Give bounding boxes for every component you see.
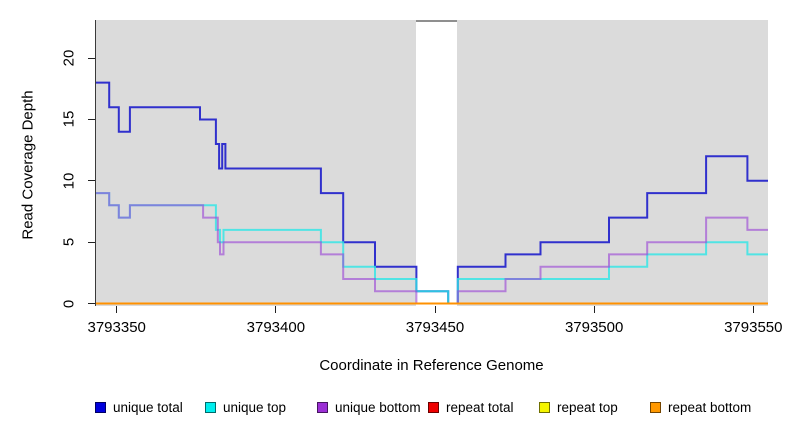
y-tick-label: 10 [60, 172, 78, 190]
legend-label: repeat bottom [668, 400, 752, 415]
legend-swatch-repeat-total [428, 402, 439, 413]
legend-label: repeat top [557, 400, 618, 415]
x-tick-label: 3793500 [564, 319, 624, 336]
coverage-gap-band [415, 20, 458, 306]
legend-item-repeat-top: repeat top [539, 399, 618, 416]
x-tick-mark [275, 306, 277, 313]
x-tick-mark [116, 306, 118, 313]
legend-item-repeat-bottom: repeat bottom [650, 399, 751, 416]
legend-swatch-unique-total [95, 402, 106, 413]
y-tick-mark [88, 57, 95, 59]
y-tick-label: 0 [60, 299, 78, 308]
legend-item-unique-top: unique top [205, 399, 286, 416]
y-tick-mark [88, 180, 95, 182]
legend-swatch-unique-top [205, 402, 216, 413]
legend-label: repeat total [446, 400, 514, 415]
legend-label: unique bottom [335, 400, 421, 415]
y-axis-line [95, 20, 96, 306]
series-line-unique-top [95, 192, 768, 305]
legend-label: unique total [113, 400, 183, 415]
series-line-unique-bottom [95, 192, 768, 305]
x-tick-mark [752, 306, 754, 313]
legend-swatch-repeat-bottom [650, 402, 661, 413]
y-tick-label: 5 [60, 237, 78, 247]
x-tick-mark [434, 306, 436, 313]
y-tick-mark [88, 118, 95, 120]
x-axis-title: Coordinate in Reference Genome [319, 357, 544, 374]
legend-item-unique-total: unique total [95, 399, 183, 416]
y-tick-mark [88, 303, 95, 304]
legend-label: unique top [223, 400, 287, 415]
legend-swatch-unique-bottom [317, 402, 328, 413]
series-line-unique-total [95, 81, 768, 305]
y-tick-label: 15 [60, 111, 78, 128]
x-tick-label: 3793350 [87, 319, 146, 336]
x-tick-label: 3793450 [405, 319, 465, 336]
y-axis-title: Read Coverage Depth [19, 90, 37, 240]
legend-item-repeat-total: repeat total [428, 399, 514, 416]
x-tick-label: 3793550 [724, 319, 783, 336]
x-tick-label: 3793400 [246, 319, 306, 336]
y-tick-label: 20 [60, 49, 78, 67]
y-tick-mark [88, 241, 95, 243]
legend-swatch-repeat-top [539, 402, 550, 413]
x-tick-mark [593, 306, 595, 313]
legend-item-unique-bottom: unique bottom [317, 399, 421, 416]
series-lines-layer [95, 81, 768, 305]
